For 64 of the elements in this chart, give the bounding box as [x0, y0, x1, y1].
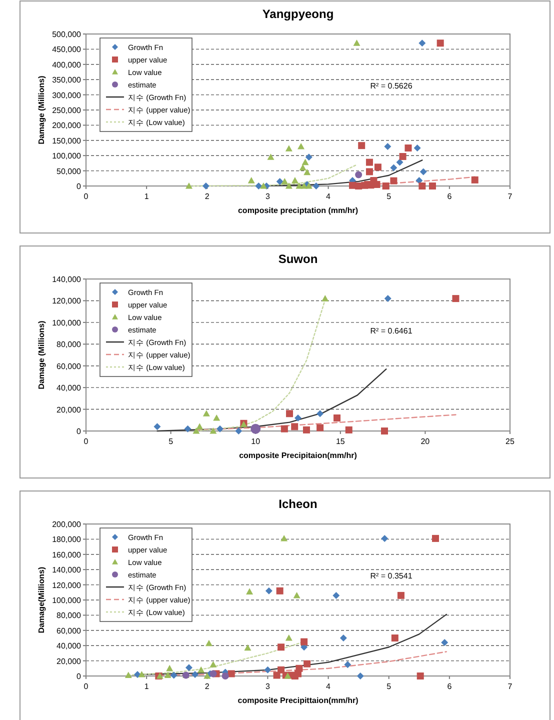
y-tick-label: 0 — [76, 182, 82, 191]
x-tick-label: 5 — [168, 437, 174, 446]
y-axis-title: Damage (Millions) — [37, 75, 46, 144]
y-tick-label: 100,000 — [52, 318, 82, 328]
y-tick-label: 80,000 — [56, 340, 82, 350]
chart-title: Icheon — [278, 497, 318, 511]
y-tick-label: 250,000 — [52, 106, 82, 115]
y-tick-label: 50,000 — [56, 166, 82, 176]
y-tick-label: 40,000 — [56, 642, 82, 651]
y-axis-title: Damage(Millions) — [37, 566, 46, 634]
x-tick-label: 4 — [326, 682, 332, 691]
annotation: R² = 0.3541 — [370, 572, 413, 581]
y-tick-label: 180,000 — [52, 535, 82, 544]
x-tick-label: 2 — [204, 682, 210, 691]
x-tick-label: 7 — [508, 682, 513, 691]
x-tick-label: 0 — [84, 682, 89, 691]
y-tick-label: 20,000 — [56, 405, 82, 414]
y-tick-label: 120,000 — [52, 296, 82, 306]
y-tick-label: 150,000 — [52, 136, 82, 146]
x-tick-label: 20 — [420, 437, 430, 446]
x-tick-label: 5 — [386, 682, 392, 691]
x-tick-label: 7 — [508, 192, 513, 201]
y-tick-label: 160,000 — [52, 550, 82, 560]
x-tick-label: 6 — [447, 682, 452, 691]
x-tick-label: 15 — [336, 437, 346, 446]
y-tick-label: 400,000 — [52, 60, 82, 70]
x-tick-label: 2 — [204, 192, 210, 201]
x-tick-label: 0 — [84, 192, 89, 201]
y-tick-label: 300,000 — [52, 90, 82, 100]
chart-title: Yangpyeong — [262, 7, 334, 21]
x-tick-label: 4 — [326, 192, 332, 201]
x-axis-title: composite Precipittaion(mm/hr) — [238, 696, 359, 705]
x-axis-title: composite Precipitaion(mm/hr) — [239, 451, 358, 460]
x-tick-label: 1 — [144, 192, 150, 201]
annotation: R² = 0.5626 — [370, 82, 413, 91]
y-tick-label: 60,000 — [56, 362, 82, 371]
y-tick-label: 120,000 — [52, 580, 82, 590]
y-tick-label: 200,000 — [52, 121, 82, 130]
x-tick-label: 6 — [447, 192, 452, 201]
chart-title: Suwon — [278, 252, 318, 266]
y-tick-label: 100,000 — [52, 152, 82, 161]
x-axis-title: composite preciptation (mm/hr) — [238, 206, 358, 215]
x-tick-label: 0 — [84, 437, 89, 446]
y-tick-label: 200,000 — [52, 520, 82, 529]
y-tick-label: 450,000 — [52, 45, 82, 54]
y-tick-label: 80,000 — [56, 611, 82, 620]
y-tick-label: 140,000 — [52, 275, 82, 284]
y-tick-label: 0 — [76, 427, 82, 436]
y-tick-label: 40,000 — [56, 384, 82, 393]
y-axis-title: Damage (Millions) — [37, 320, 46, 390]
y-tick-label: 100,000 — [52, 596, 82, 605]
annotation: R² = 0.6461 — [370, 326, 413, 336]
x-tick-label: 1 — [144, 682, 150, 691]
y-tick-label: 20,000 — [56, 656, 82, 666]
x-tick-label: 10 — [251, 437, 261, 446]
y-tick-label: 60,000 — [56, 626, 82, 636]
y-tick-label: 500,000 — [52, 30, 82, 39]
x-tick-label: 25 — [506, 437, 515, 446]
x-tick-label: 5 — [386, 192, 392, 201]
y-tick-label: 350,000 — [52, 76, 82, 85]
y-tick-label: 0 — [76, 672, 82, 681]
x-tick-label: 3 — [265, 192, 270, 201]
y-tick-label: 140,000 — [52, 566, 82, 575]
x-tick-label: 3 — [265, 682, 270, 691]
